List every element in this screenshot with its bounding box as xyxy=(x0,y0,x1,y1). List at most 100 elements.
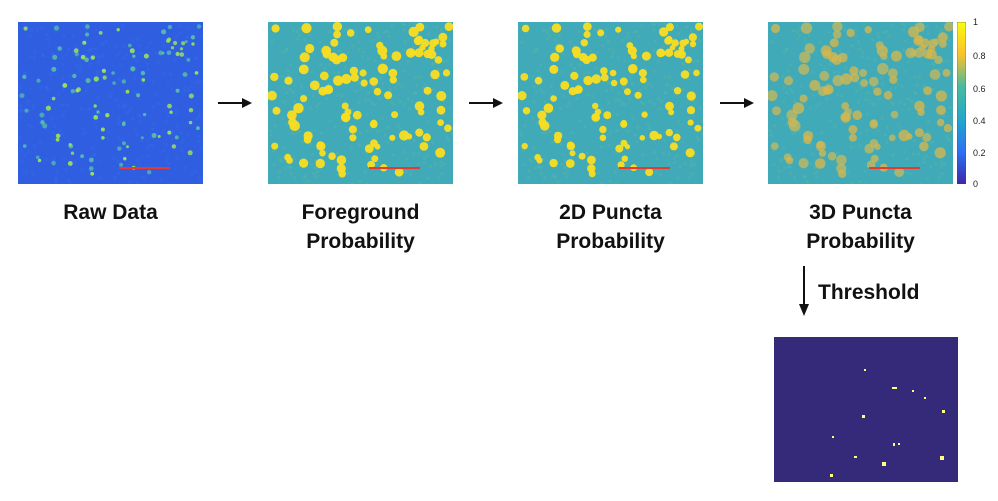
noise-speck xyxy=(391,102,395,106)
noise-speck xyxy=(857,143,861,147)
punctum xyxy=(783,76,794,86)
punctum xyxy=(799,94,808,103)
noise-speck xyxy=(108,95,112,99)
punctum xyxy=(196,126,200,131)
noise-speck xyxy=(903,70,907,74)
noise-speck xyxy=(934,162,937,165)
punctum xyxy=(804,43,815,54)
punctum xyxy=(852,110,863,121)
punctum xyxy=(299,52,310,63)
punctum xyxy=(869,76,879,87)
punctum xyxy=(321,45,332,56)
noise-speck xyxy=(613,170,617,173)
noise-speck xyxy=(117,171,121,175)
noise-speck xyxy=(146,153,150,157)
punctum xyxy=(62,83,68,88)
noise-speck xyxy=(832,71,836,75)
noise-speck xyxy=(396,82,400,86)
noise-speck xyxy=(96,95,100,99)
noise-speck xyxy=(336,71,340,74)
punctum xyxy=(364,26,372,34)
noise-speck xyxy=(419,181,423,184)
punctum xyxy=(684,56,692,64)
noise-speck xyxy=(62,157,66,161)
punctum xyxy=(836,154,847,166)
noise-speck xyxy=(110,91,114,95)
arrow-right-icon xyxy=(218,98,252,108)
noise-speck xyxy=(51,117,55,121)
noise-speck xyxy=(146,138,150,142)
noise-speck xyxy=(29,28,33,32)
punctum xyxy=(80,154,84,159)
noise-speck xyxy=(393,86,397,90)
noise-speck xyxy=(786,69,790,73)
noise-speck xyxy=(782,100,786,104)
noise-speck xyxy=(117,78,121,82)
punctum xyxy=(668,109,675,116)
punctum xyxy=(437,119,444,126)
noise-speck xyxy=(340,94,344,98)
noise-speck xyxy=(900,84,904,88)
noise-speck xyxy=(93,53,97,57)
noise-speck xyxy=(411,45,415,49)
noise-speck xyxy=(628,97,632,101)
noise-speck xyxy=(197,113,201,116)
noise-speck xyxy=(808,33,811,37)
noise-speck xyxy=(885,58,889,62)
punctum xyxy=(315,158,325,169)
punctum xyxy=(389,76,397,84)
noise-speck xyxy=(92,153,95,157)
punctum xyxy=(937,32,948,43)
noise-speck xyxy=(690,31,694,35)
noise-speck xyxy=(376,31,380,35)
noise-speck xyxy=(439,164,443,168)
noise-speck xyxy=(945,135,949,139)
noise-speck xyxy=(855,89,859,93)
noise-speck xyxy=(105,39,109,43)
noise-speck xyxy=(949,119,953,123)
noise-speck xyxy=(89,107,93,111)
punctum xyxy=(848,133,857,142)
noise-speck xyxy=(403,23,406,27)
noise-speck xyxy=(361,50,365,54)
noise-speck xyxy=(542,29,545,32)
noise-speck xyxy=(806,180,810,184)
punctum xyxy=(175,88,180,93)
punctum xyxy=(934,147,946,159)
punctum xyxy=(844,108,852,116)
colorbar-tick-0.6: 0.6 xyxy=(973,84,986,94)
noise-speck xyxy=(664,91,667,95)
noise-speck xyxy=(166,156,170,160)
punctum xyxy=(543,103,554,113)
noise-speck xyxy=(422,83,426,87)
punctum xyxy=(870,119,878,127)
noise-speck xyxy=(287,74,291,78)
noise-speck xyxy=(560,70,564,74)
noise-speck xyxy=(415,83,419,87)
punctum xyxy=(772,106,781,116)
punctum xyxy=(831,54,842,65)
noise-speck xyxy=(871,85,875,89)
noise-speck xyxy=(300,140,304,144)
noise-speck xyxy=(903,39,907,43)
noise-speck xyxy=(187,121,191,125)
punctum xyxy=(100,127,105,132)
noise-speck xyxy=(157,102,161,105)
noise-speck xyxy=(378,97,382,101)
punctum xyxy=(82,40,87,45)
punctum xyxy=(436,91,447,101)
noise-speck xyxy=(193,169,197,173)
punctum xyxy=(349,66,359,76)
noise-speck xyxy=(320,131,324,135)
noise-speck xyxy=(792,29,795,32)
noise-speck xyxy=(630,82,634,86)
noise-speck xyxy=(151,79,155,83)
punctum xyxy=(521,24,530,33)
noise-speck xyxy=(659,172,662,176)
noise-speck xyxy=(55,177,59,181)
punctum xyxy=(388,68,398,78)
punctum xyxy=(641,51,651,61)
noise-speck xyxy=(407,97,410,101)
noise-speck xyxy=(913,75,917,79)
punctum xyxy=(680,70,690,79)
